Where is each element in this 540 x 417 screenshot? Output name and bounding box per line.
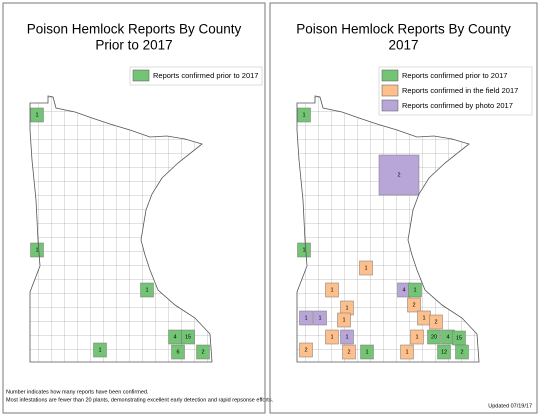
map-title: Poison Hemlock Reports By County	[27, 22, 242, 37]
county	[196, 344, 210, 360]
legend-label: Reports confirmed by photo 2017	[402, 101, 513, 110]
footnote: Most infestations are fewer than 20 plan…	[6, 397, 274, 403]
county-count: 1	[302, 112, 305, 118]
county-count: 2	[397, 172, 400, 178]
county-count: 2	[434, 319, 437, 325]
county	[427, 329, 441, 345]
county	[325, 329, 339, 345]
county	[437, 344, 451, 360]
county	[93, 342, 107, 358]
county-count: 2	[347, 349, 350, 355]
county-count: 1	[405, 349, 408, 355]
legend-box	[129, 66, 263, 86]
footnote: Number indicates how many reports have b…	[6, 389, 149, 395]
county	[400, 344, 414, 360]
legend-label: Reports confirmed in the field 2017	[402, 86, 518, 95]
legend-label: Reports confirmed prior to 2017	[153, 71, 258, 80]
county-count: 15	[185, 334, 191, 340]
county-count: 12	[441, 349, 447, 355]
county-count: 1	[342, 317, 345, 323]
legend-label: Reports confirmed prior to 2017	[402, 71, 507, 80]
county	[455, 344, 469, 360]
county-count: 1	[364, 265, 367, 271]
panel-border	[269, 2, 538, 414]
county-count: 1	[345, 334, 348, 340]
county	[360, 344, 374, 360]
county	[340, 329, 354, 345]
county-count: 1	[318, 315, 321, 321]
legend-box	[378, 66, 533, 116]
county	[337, 312, 351, 328]
county-lines	[30, 96, 212, 362]
state-outline	[29, 95, 213, 363]
state-outline	[296, 95, 480, 363]
county-count: 2	[201, 349, 204, 355]
legend-swatch	[381, 84, 399, 97]
updated-note: Updated 07/19/17	[488, 403, 532, 409]
county	[299, 342, 313, 358]
county	[297, 242, 311, 258]
county-count: 1	[422, 315, 425, 321]
county-count: 2	[460, 349, 463, 355]
legend-swatch	[381, 69, 399, 82]
county	[297, 107, 311, 123]
county-count: 15	[456, 335, 462, 341]
county-count: 1	[98, 347, 101, 353]
county-count: 4	[446, 334, 449, 340]
county-count: 1	[415, 334, 418, 340]
county-count: 6	[176, 349, 179, 355]
county-count: 1	[145, 287, 148, 293]
county	[171, 344, 185, 360]
county	[140, 282, 154, 298]
county	[313, 310, 327, 326]
county	[408, 282, 422, 298]
county	[30, 242, 44, 258]
county	[407, 297, 421, 313]
county-count: 1	[345, 305, 348, 311]
county	[342, 344, 356, 360]
county	[359, 260, 373, 276]
legend-swatch	[132, 69, 150, 82]
map-subtitle: Prior to 2017	[95, 38, 172, 53]
county-count: 2	[304, 347, 307, 353]
county-count: 1	[304, 315, 307, 321]
county-count: 1	[365, 349, 368, 355]
county	[325, 282, 339, 298]
county-count: 1	[330, 287, 333, 293]
county-count: 2	[412, 302, 415, 308]
county	[299, 310, 313, 326]
county-count: 1	[330, 334, 333, 340]
map-title: Poison Hemlock Reports By County	[296, 22, 511, 37]
county-count: 1	[413, 287, 416, 293]
panel-border	[2, 2, 266, 414]
county-count: 1	[35, 112, 38, 118]
county-lines	[297, 96, 479, 362]
county-count: 4	[402, 287, 405, 293]
county	[30, 107, 44, 123]
legend-swatch	[381, 99, 399, 112]
county-count: 1	[35, 247, 38, 253]
county	[410, 329, 424, 345]
county-count: 4	[173, 334, 176, 340]
county-count: 1	[302, 247, 305, 253]
county-count: 20	[431, 334, 437, 340]
map-subtitle: 2017	[388, 38, 418, 53]
county	[181, 329, 195, 345]
county	[429, 314, 443, 330]
county	[378, 154, 420, 196]
